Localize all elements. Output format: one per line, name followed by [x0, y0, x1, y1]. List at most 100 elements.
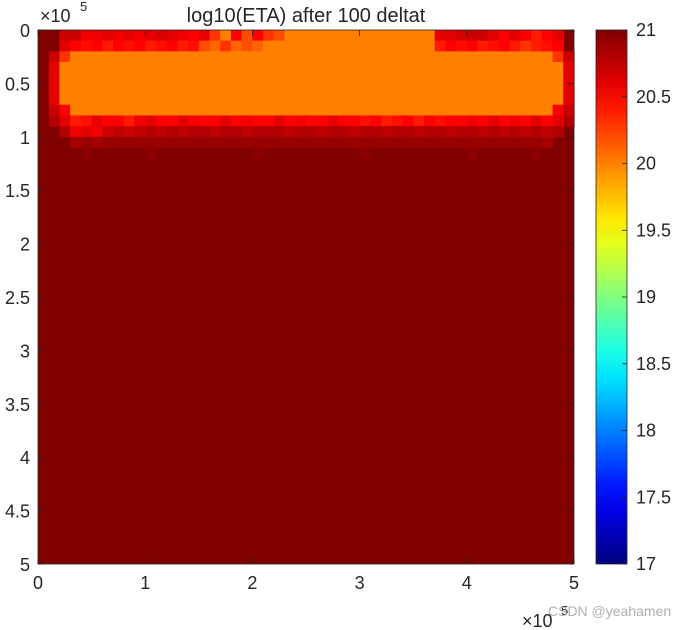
- heatmap-cell: [134, 126, 146, 138]
- heatmap-cell: [220, 126, 232, 138]
- heatmap-cell: [177, 104, 189, 117]
- heatmap-cell: [284, 126, 296, 138]
- heatmap-cell: [113, 40, 125, 52]
- heatmap-cell: [230, 51, 243, 63]
- heatmap-cell: [359, 104, 371, 117]
- heatmap-cell: [48, 94, 61, 106]
- heatmap-cell: [381, 115, 393, 127]
- heatmap-cell: [123, 62, 136, 74]
- heatmap-cell: [413, 115, 425, 127]
- colorbar-tick-label: 21: [636, 20, 656, 40]
- heatmap-cell: [445, 40, 457, 52]
- heatmap-cell: [198, 115, 211, 127]
- heatmap-cell: [563, 83, 575, 95]
- heatmap-cell: [498, 94, 511, 106]
- heatmap-cell: [123, 136, 136, 149]
- heatmap-cell: [531, 115, 543, 127]
- heatmap-cell: [466, 104, 479, 117]
- heatmap-cell: [273, 30, 286, 42]
- heatmap-cell: [263, 126, 275, 138]
- heatmap-cell: [434, 83, 446, 95]
- heatmap-cell: [348, 94, 361, 106]
- heatmap-cell: [541, 30, 554, 42]
- heatmap-cell: [456, 126, 468, 138]
- heatmap-cell: [295, 72, 307, 84]
- heatmap-cell: [102, 51, 114, 63]
- heatmap-cell: [552, 104, 564, 117]
- heatmap-cell: [445, 94, 457, 106]
- heatmap-cell: [391, 51, 404, 63]
- heatmap-cell: [70, 72, 82, 84]
- heatmap-cell: [531, 51, 543, 63]
- heatmap-cell: [230, 72, 243, 84]
- heatmap-cell: [316, 72, 329, 84]
- heatmap-cell: [456, 62, 468, 74]
- heatmap-cell: [209, 94, 221, 106]
- heatmap-cell: [155, 115, 168, 127]
- heatmap-cell: [316, 30, 329, 42]
- heatmap-cell: [327, 94, 339, 106]
- heatmap-cell: [477, 51, 489, 63]
- heatmap-cell: [48, 104, 61, 117]
- heatmap-cell: [155, 104, 168, 117]
- heatmap-cell: [252, 94, 264, 106]
- heatmap-cell: [402, 83, 414, 95]
- heatmap-cell: [498, 51, 511, 63]
- heatmap-cell: [381, 51, 393, 63]
- heatmap-cell: [252, 62, 264, 74]
- heatmap-cell: [541, 115, 554, 127]
- y-tick-label: 3.5: [5, 395, 30, 415]
- heatmap-cell: [488, 40, 500, 52]
- heatmap-cell: [102, 30, 114, 42]
- heatmap-cell: [252, 40, 264, 52]
- heatmap-cell: [477, 115, 489, 127]
- heatmap-cell: [509, 115, 521, 127]
- heatmap-cell: [498, 40, 511, 52]
- heatmap-cell: [113, 51, 125, 63]
- heatmap-cell: [198, 104, 211, 117]
- heatmap-cell: [263, 40, 275, 52]
- heatmap-cell: [155, 40, 168, 52]
- heatmap-cell: [70, 83, 82, 95]
- y-tick-label: 5: [20, 555, 30, 575]
- heatmap-cell: [402, 40, 414, 52]
- heatmap-cell: [59, 72, 71, 84]
- heatmap-cell: [498, 72, 511, 84]
- heatmap-cell: [391, 62, 404, 74]
- heatmap-cell: [456, 40, 468, 52]
- heatmap-cell: [338, 104, 350, 117]
- heatmap-cell: [327, 51, 339, 63]
- heatmap-cell: [370, 30, 382, 42]
- heatmap-cell: [80, 115, 93, 127]
- heatmap-cell: [456, 30, 468, 42]
- heatmap-cell: [230, 126, 243, 138]
- heatmap-cell: [91, 136, 103, 149]
- heatmap-cell: [338, 83, 350, 95]
- heatmap-cell: [391, 30, 404, 42]
- heatmap-cell: [466, 126, 479, 138]
- y-tick-label: 4: [20, 448, 30, 468]
- heatmap-cell: [552, 40, 564, 52]
- heatmap-cell: [434, 115, 446, 127]
- heatmap-cell: [445, 51, 457, 63]
- heatmap-cell: [541, 136, 554, 149]
- y-axis-exponent-power: 5: [80, 0, 87, 14]
- heatmap-cell: [59, 115, 71, 127]
- heatmap-cell: [188, 62, 200, 74]
- heatmap-cell: [166, 30, 178, 42]
- heatmap-cell: [327, 30, 339, 42]
- heatmap-cell: [402, 30, 414, 42]
- heatmap-cell: [445, 62, 457, 74]
- heatmap-cell: [520, 115, 532, 127]
- heatmap-cell: [531, 83, 543, 95]
- heatmap-cell: [91, 83, 103, 95]
- heatmap-cell: [80, 136, 93, 149]
- heatmap-cell: [198, 62, 211, 74]
- heatmap-cell: [466, 147, 479, 159]
- heatmap-cell: [327, 104, 339, 117]
- heatmap-cell: [209, 104, 221, 117]
- heatmap-cell: [338, 30, 350, 42]
- heatmap-cell: [263, 62, 275, 74]
- heatmap-cell: [209, 51, 221, 63]
- heatmap-cell: [370, 51, 382, 63]
